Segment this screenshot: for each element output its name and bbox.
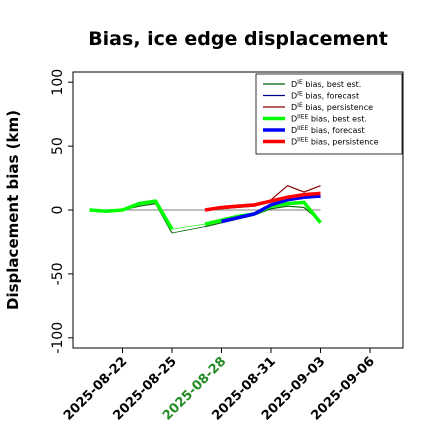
legend-entry: DIIEE bias, persistence <box>291 137 379 147</box>
legend-entry: DIE bias, forecast <box>291 91 359 101</box>
y-tick-label: 50 <box>50 137 66 155</box>
gap-connector-line <box>171 226 206 234</box>
legend-entry: DIIEE bias, forecast <box>291 125 365 135</box>
gap-connector-line <box>171 223 206 230</box>
y-axis-label: Displacement bias (km) <box>4 110 22 310</box>
y-tick-label: -100 <box>50 322 66 354</box>
plot-area <box>89 185 322 234</box>
legend-entry: DIE bias, persistence <box>291 102 373 112</box>
series-line-8 <box>204 191 321 212</box>
series-line-5 <box>89 199 174 231</box>
series-line-7 <box>221 194 321 224</box>
legend-entry: DIIEE bias, best est. <box>291 114 367 124</box>
chart-title: Bias, ice edge displacement <box>88 28 388 50</box>
y-tick-label: 100 <box>50 69 66 96</box>
legend: DIE bias, best est. DIE bias, forecastDIE… <box>255 73 403 155</box>
legend-entry: DIE bias, best est. <box>291 79 361 89</box>
y-tick-label: -50 <box>50 262 66 285</box>
y-tick-label: 0 <box>50 206 66 215</box>
